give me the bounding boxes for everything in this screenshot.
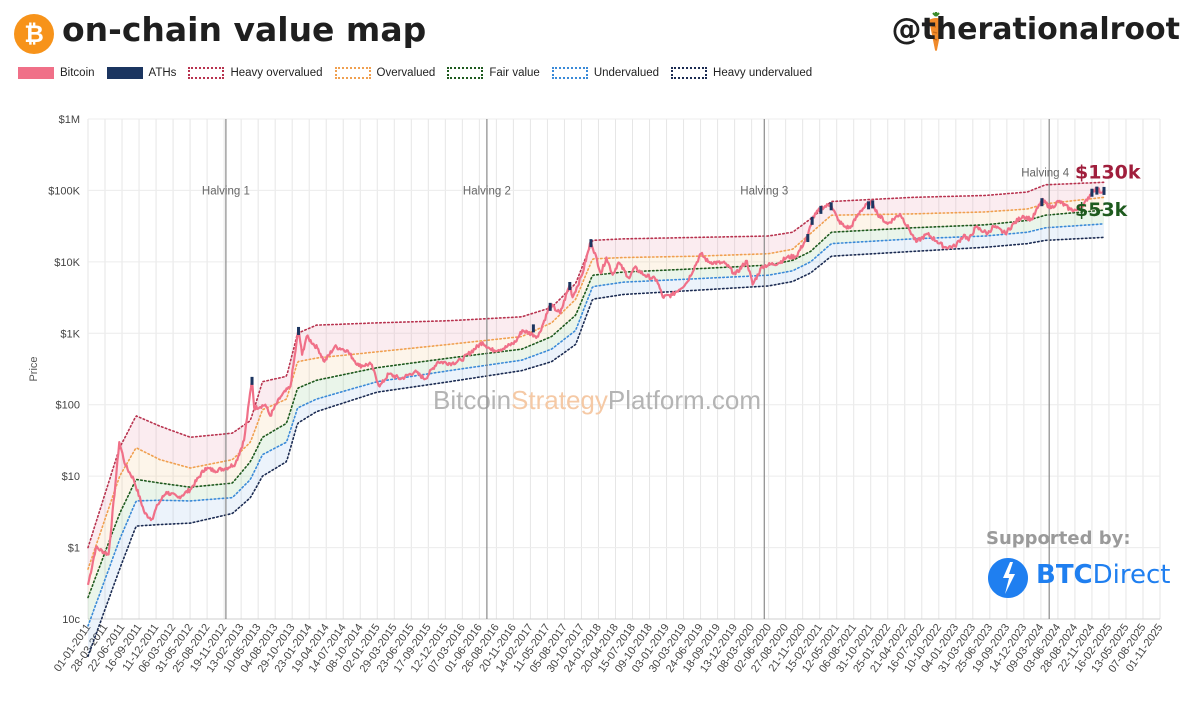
ath-marker xyxy=(1095,186,1099,195)
legend-label: Heavy overvalued xyxy=(230,67,323,79)
ath-marker xyxy=(819,205,823,214)
page-title: on-chain value map xyxy=(62,10,427,49)
y-tick-label: $1K xyxy=(60,328,80,340)
ath-marker xyxy=(1102,186,1106,195)
btcdirect-logo-icon xyxy=(988,558,1028,598)
legend-swatch xyxy=(18,67,54,79)
y-tick-label: $100K xyxy=(48,185,80,197)
legend-item-aths[interactable]: ATHs xyxy=(106,67,177,79)
halving-label: Halving 2 xyxy=(463,185,511,197)
ath-marker xyxy=(1090,188,1094,197)
legend-label: Heavy undervalued xyxy=(713,67,813,79)
legend-label: Bitcoin xyxy=(60,67,95,79)
y-tick-label: $1M xyxy=(59,114,80,126)
y-tick-label: $100 xyxy=(56,400,80,412)
legend-label: Undervalued xyxy=(593,67,660,79)
legend-swatch xyxy=(188,67,225,79)
band-fill xyxy=(88,197,1104,598)
y-axis-label: Price xyxy=(28,356,40,381)
legend-label: Overvalued xyxy=(376,67,436,79)
ath-marker xyxy=(548,302,552,311)
y-tick-label: $10 xyxy=(62,471,80,483)
legend-item-fair-value[interactable]: Fair value xyxy=(447,67,540,79)
grid-lines xyxy=(87,118,1161,620)
legend-swatch xyxy=(447,67,484,79)
ath-marker xyxy=(829,202,833,211)
ath-marker xyxy=(806,234,810,243)
band-line-heavy-undervalued xyxy=(87,236,1105,658)
band-line-heavy-overvalued xyxy=(87,181,1105,549)
legend-swatch xyxy=(334,67,371,79)
brand-regular: Direct xyxy=(1092,560,1171,590)
carrot-icon xyxy=(929,12,943,51)
y-tick-label: $10K xyxy=(54,257,80,269)
legend-item-heavy-undervalued[interactable]: Heavy undervalued xyxy=(671,67,812,79)
ath-marker xyxy=(297,326,301,335)
value-label: $130k xyxy=(1075,161,1141,183)
ath-marker xyxy=(867,201,871,210)
legend-item-heavy-overvalued[interactable]: Heavy overvalued xyxy=(188,67,323,79)
y-tick-label: $1 xyxy=(68,543,80,555)
bitcoin-price-line xyxy=(86,186,1106,586)
band-fill xyxy=(88,210,1104,626)
legend-item-undervalued[interactable]: Undervalued xyxy=(551,67,660,79)
author-handle: @therationalroot xyxy=(891,12,1180,47)
ath-marker xyxy=(531,324,535,333)
band-line-fair-value xyxy=(87,209,1105,599)
watermark-part2: Strategy xyxy=(511,385,608,415)
halving-label: Halving 3 xyxy=(740,185,788,197)
legend-swatch xyxy=(671,67,708,79)
watermark-part3: Platform.com xyxy=(608,385,761,415)
legend-item-bitcoin[interactable]: Bitcoin xyxy=(18,67,95,79)
ath-marker xyxy=(810,216,814,225)
supported-by-label: Supported by: xyxy=(986,528,1131,549)
bitcoin-logo-icon: ₿ xyxy=(14,14,54,54)
band-fill xyxy=(88,223,1104,657)
halving-label: Halving 1 xyxy=(202,185,250,197)
ath-marker xyxy=(871,200,875,209)
ath-marker xyxy=(589,239,593,248)
chart-canvas: 01-01-201128-03-201122-06-201116-09-2011… xyxy=(28,114,1165,675)
ath-marker xyxy=(568,281,572,290)
chart-legend: Bitcoin ATHs Heavy overvalued Overvalued Fai… xyxy=(18,67,824,79)
value-label: $53k xyxy=(1075,199,1128,221)
watermark: BitcoinStrategyPlatform.com xyxy=(433,385,761,415)
band-line-undervalued xyxy=(87,223,1105,627)
legend-swatch xyxy=(551,67,588,79)
legend-item-overvalued[interactable]: Overvalued xyxy=(334,67,436,79)
ath-marker xyxy=(250,376,254,385)
watermark-part1: Bitcoin xyxy=(433,385,511,415)
legend-label: ATHs xyxy=(148,67,177,79)
y-tick-label: 10c xyxy=(62,614,80,626)
brand-bold: BTC xyxy=(1036,560,1093,590)
legend-label: Fair value xyxy=(489,67,540,79)
ath-marker xyxy=(1040,198,1044,207)
legend-swatch xyxy=(106,67,143,79)
halving-label: Halving 4 xyxy=(1021,167,1070,179)
btcdirect-brand: BTCDirect xyxy=(1036,560,1171,590)
